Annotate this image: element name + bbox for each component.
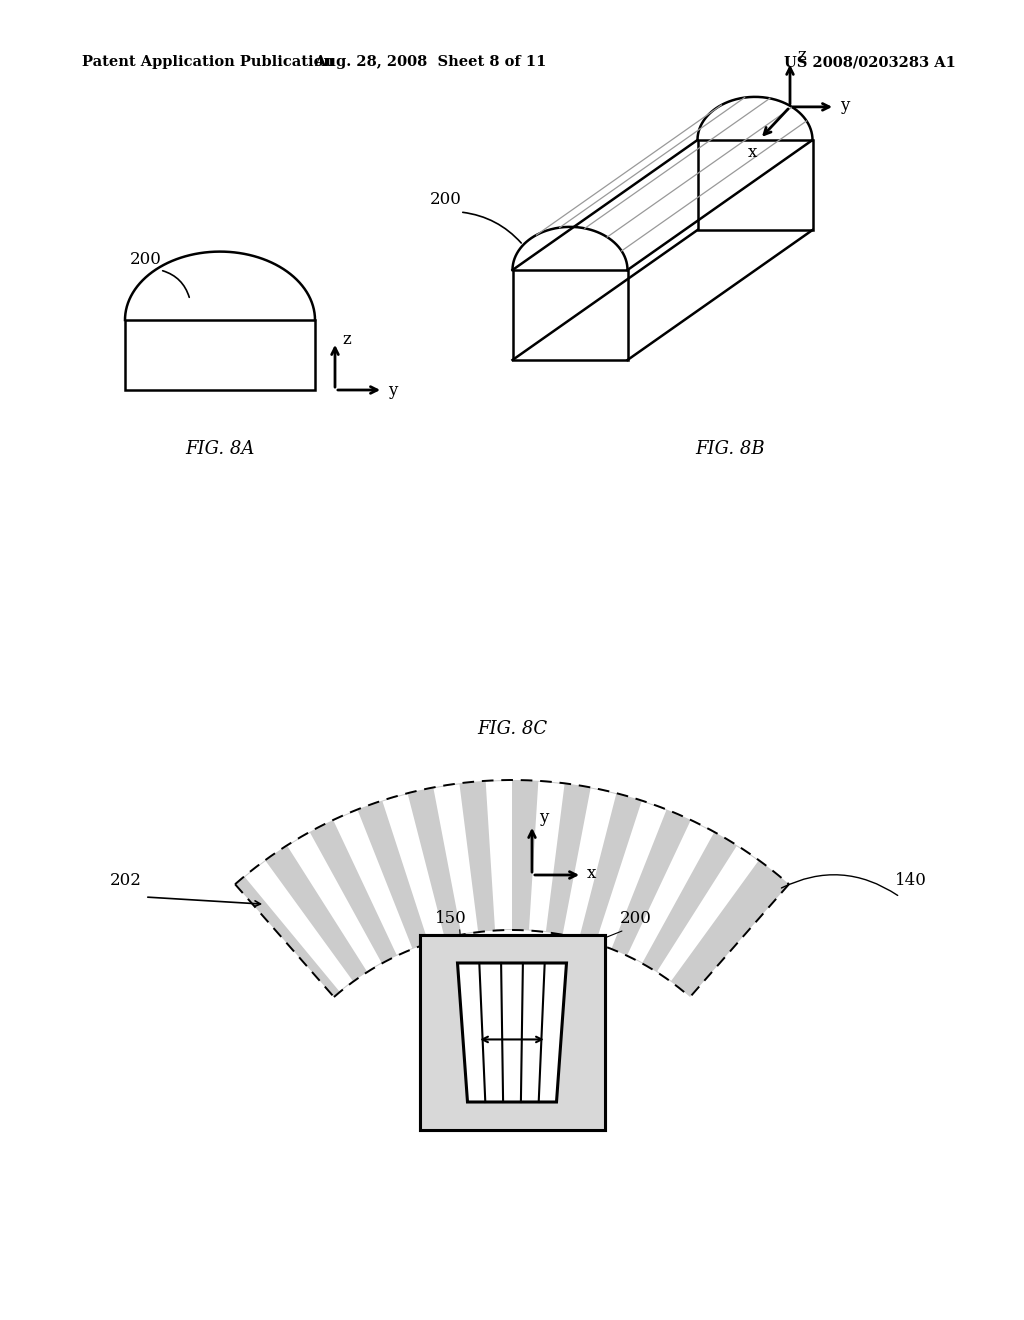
Polygon shape <box>563 788 616 937</box>
Polygon shape <box>433 784 478 933</box>
Text: x: x <box>587 865 596 882</box>
Text: US 2008/0203283 A1: US 2008/0203283 A1 <box>784 55 956 69</box>
Bar <box>512 271 628 360</box>
Bar <box>125 319 315 389</box>
Text: FIG. 8B: FIG. 8B <box>695 440 765 458</box>
Text: 202: 202 <box>110 873 142 888</box>
Polygon shape <box>596 801 667 948</box>
Polygon shape <box>245 861 352 991</box>
Text: z: z <box>342 331 351 348</box>
Bar <box>420 935 604 1130</box>
Polygon shape <box>334 810 413 954</box>
Polygon shape <box>529 781 564 931</box>
Text: y: y <box>388 381 397 399</box>
Polygon shape <box>485 781 512 929</box>
Polygon shape <box>383 795 444 942</box>
Polygon shape <box>236 780 788 997</box>
Text: z: z <box>797 48 806 63</box>
Polygon shape <box>288 833 381 972</box>
Text: 200: 200 <box>430 191 462 209</box>
Polygon shape <box>685 878 779 991</box>
Text: y: y <box>539 809 549 826</box>
Polygon shape <box>657 846 759 981</box>
Text: 200: 200 <box>130 252 162 268</box>
Text: 150: 150 <box>434 909 466 927</box>
Text: Aug. 28, 2008  Sheet 8 of 11: Aug. 28, 2008 Sheet 8 of 11 <box>313 55 546 69</box>
Text: Patent Application Publication: Patent Application Publication <box>82 55 334 69</box>
Text: y: y <box>840 96 849 114</box>
Bar <box>420 935 604 1130</box>
Polygon shape <box>458 964 566 1102</box>
Text: x: x <box>748 144 758 161</box>
Text: FIG. 8A: FIG. 8A <box>185 440 255 458</box>
Text: FIG. 8C: FIG. 8C <box>477 719 547 738</box>
Polygon shape <box>628 821 714 962</box>
Text: 200: 200 <box>620 909 651 927</box>
Text: 140: 140 <box>895 873 927 888</box>
Bar <box>697 140 812 230</box>
